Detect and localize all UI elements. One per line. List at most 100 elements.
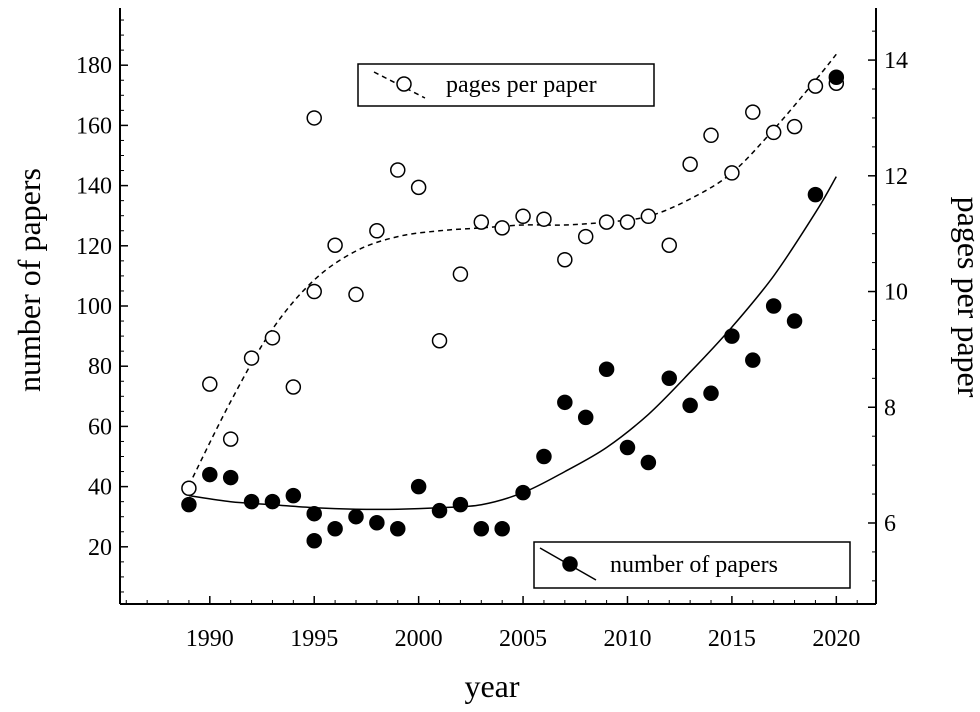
legend-box: [533, 541, 851, 589]
point-pages-per-paper: [786, 118, 803, 135]
x-tick-label: 1995: [290, 626, 338, 652]
point-number-of-papers: [619, 439, 636, 456]
point-number-of-papers: [327, 520, 343, 537]
point-number-of-papers: [202, 466, 218, 483]
fit-lines: [188, 53, 837, 511]
y2-tick-label: 10: [884, 280, 908, 306]
y2-tick-label: 14: [884, 48, 908, 74]
point-pages-per-paper: [410, 179, 427, 196]
point-number-of-papers: [243, 493, 260, 510]
point-number-of-papers: [640, 454, 657, 471]
point-number-of-papers: [306, 533, 322, 549]
point-number-of-papers: [410, 478, 427, 495]
point-number-of-papers: [577, 409, 594, 426]
point-number-of-papers: [264, 493, 281, 510]
point-number-of-papers: [306, 505, 322, 522]
x-tick-label: 1990: [186, 626, 234, 652]
point-pages-per-paper: [661, 237, 677, 253]
point-number-of-papers: [557, 394, 573, 411]
point-number-of-papers: [431, 502, 448, 519]
point-number-of-papers: [390, 520, 406, 537]
y-tick-label: 160: [76, 113, 112, 139]
point-number-of-papers: [473, 520, 490, 537]
point-number-of-papers: [786, 313, 803, 329]
point-number-of-papers: [285, 487, 302, 504]
point-number-of-papers: [828, 69, 845, 85]
point-pages-per-paper: [682, 156, 698, 172]
point-pages-per-paper: [473, 214, 490, 230]
point-pages-per-paper: [202, 376, 218, 392]
point-pages-per-paper: [369, 223, 385, 239]
y-tick-label: 100: [76, 294, 112, 320]
y-tick-label: 120: [76, 234, 112, 260]
x-axis-title: year: [464, 668, 519, 704]
point-pages-per-paper: [724, 165, 740, 181]
point-pages-per-paper: [557, 251, 573, 268]
legend-marker-open: [396, 76, 412, 92]
point-pages-per-paper: [285, 379, 302, 395]
point-pages-per-paper: [348, 286, 364, 303]
point-pages-per-paper: [452, 266, 469, 282]
y-tick-label: 60: [88, 414, 112, 440]
y2-tick-label: 8: [884, 395, 896, 421]
legend-label: number of papers: [610, 552, 778, 578]
x-tick-label: 2000: [395, 626, 443, 652]
point-pages-per-paper: [577, 228, 594, 245]
point-number-of-papers: [222, 469, 239, 486]
point-number-of-papers: [661, 370, 677, 386]
point-pages-per-paper: [807, 78, 824, 94]
y-tick-label: 40: [88, 475, 112, 501]
point-pages-per-paper: [431, 332, 448, 349]
point-number-of-papers: [369, 514, 385, 531]
legend-label: pages per paper: [446, 72, 597, 98]
point-number-of-papers: [765, 298, 782, 314]
y2-tick-label: 6: [884, 511, 896, 537]
fit-line-pages-per-paper: [188, 53, 837, 486]
point-number-of-papers: [598, 361, 615, 377]
point-pages-per-paper: [306, 110, 322, 126]
point-pages-per-paper: [703, 127, 719, 144]
y-tick-label: 140: [76, 174, 112, 200]
x-tick-label: 2010: [603, 626, 651, 652]
data-points: [181, 69, 845, 549]
point-pages-per-paper: [243, 350, 260, 366]
point-pages-per-paper: [515, 208, 531, 225]
point-number-of-papers: [452, 496, 469, 513]
x-tick-label: 2020: [812, 626, 860, 652]
point-number-of-papers: [682, 397, 698, 414]
point-pages-per-paper: [598, 214, 615, 230]
point-number-of-papers: [348, 508, 364, 525]
point-number-of-papers: [494, 520, 510, 537]
legend-marker-filled: [562, 556, 578, 572]
legend-number-of-papers: number of papers: [533, 541, 851, 589]
point-pages-per-paper: [765, 124, 782, 141]
y-axis-title: number of papers: [11, 168, 47, 392]
point-pages-per-paper: [327, 237, 343, 253]
point-pages-per-paper: [640, 208, 657, 225]
point-number-of-papers: [536, 448, 552, 465]
point-pages-per-paper: [619, 214, 636, 230]
axis-ticks: 1990 1995 2000 2005 2010 2015 2020204060801001…: [76, 19, 908, 652]
y2-axis-title: pages per paper: [951, 197, 980, 398]
x-tick-label: 2015: [708, 626, 756, 652]
y-tick-label: 180: [76, 53, 112, 79]
point-number-of-papers: [703, 385, 719, 402]
point-number-of-papers: [724, 328, 740, 344]
point-pages-per-paper: [745, 104, 761, 120]
x-tick-label: 2005: [499, 626, 547, 652]
point-number-of-papers: [181, 496, 197, 513]
fit-line-number-of-papers: [188, 176, 837, 511]
y2-tick-label: 12: [884, 164, 908, 190]
point-pages-per-paper: [222, 431, 239, 447]
point-number-of-papers: [807, 186, 824, 203]
point-pages-per-paper: [264, 330, 281, 346]
y-tick-label: 20: [88, 535, 112, 561]
point-pages-per-paper: [390, 162, 406, 178]
y-tick-label: 80: [88, 354, 112, 380]
legend-pages-per-paper: pages per paper: [357, 63, 655, 107]
point-pages-per-paper: [306, 283, 322, 300]
point-pages-per-paper: [181, 480, 197, 497]
point-number-of-papers: [745, 352, 761, 368]
point-pages-per-paper: [536, 211, 552, 227]
